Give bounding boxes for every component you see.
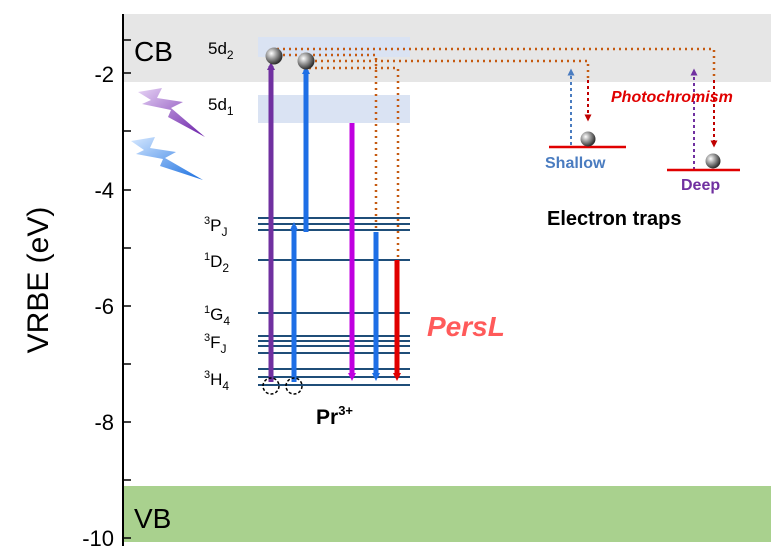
shallow-label: Shallow xyxy=(545,155,606,172)
persl-label: PersL xyxy=(427,311,505,342)
level-label-3pj: 3PJ xyxy=(204,215,227,239)
ground-state-hole xyxy=(285,377,303,395)
deep-label: Deep xyxy=(681,177,720,194)
photochromism-label: Photochromism xyxy=(611,89,733,106)
cb-label: CB xyxy=(134,36,173,67)
y-tick-label: -8 xyxy=(94,410,114,435)
y-tick-label: -10 xyxy=(82,526,114,546)
y-tick-label: -2 xyxy=(94,62,114,87)
level-label-3h4: 3H4 xyxy=(204,369,229,393)
ground-state-hole xyxy=(262,377,280,395)
level-label-5d2: 5d2 xyxy=(208,39,234,62)
excited-electron xyxy=(297,52,315,70)
level-label-5d1: 5d1 xyxy=(208,95,234,118)
y-axis-label: VRBE (eV) xyxy=(22,207,55,354)
level-label-3fj: 3FJ xyxy=(204,332,227,356)
y-tick-label: -6 xyxy=(94,294,114,319)
level-label-1g4: 1G4 xyxy=(204,304,230,328)
y-tick-label: -4 xyxy=(94,178,114,203)
ion-label: Pr3+ xyxy=(316,403,353,429)
5d1-level xyxy=(258,95,410,123)
blue-lightning-icon xyxy=(131,137,203,180)
4f-levels xyxy=(258,217,410,386)
electron-traps-label: Electron traps xyxy=(547,208,681,230)
shallow-trap-electron xyxy=(580,131,596,147)
excited-electron xyxy=(265,47,283,65)
5d2-level xyxy=(258,37,410,57)
valence-band xyxy=(123,486,771,542)
trap-transfer-paths xyxy=(277,47,716,258)
vb-label: VB xyxy=(134,503,171,534)
deep-trap-electron xyxy=(705,153,721,169)
level-label-1d2: 1D2 xyxy=(204,251,229,275)
purple-lightning-icon xyxy=(138,88,205,137)
